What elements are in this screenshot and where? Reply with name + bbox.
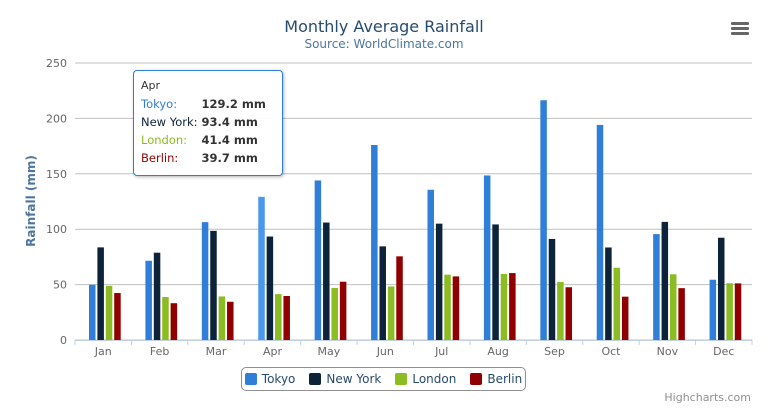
x-tick-label: May bbox=[318, 345, 341, 358]
bar-tokyo bbox=[258, 196, 265, 340]
chart-subtitle: Source: WorldClimate.com bbox=[304, 37, 463, 51]
bar-berlin bbox=[339, 281, 347, 340]
tooltip: Apr Tokyo: 129.2 mm New York: 93.4 mm Lo… bbox=[133, 70, 283, 176]
y-tick-label: 150 bbox=[46, 168, 67, 181]
legend-item-berlin[interactable]: Berlin bbox=[470, 372, 522, 386]
bar-new-york bbox=[717, 237, 725, 340]
x-tick-label: Nov bbox=[657, 345, 679, 358]
bar-new-york bbox=[492, 224, 499, 340]
bar-new-york bbox=[661, 221, 669, 340]
legend-label: Tokyo bbox=[261, 372, 296, 386]
bar-new-york bbox=[153, 252, 161, 340]
bar-london bbox=[218, 296, 226, 340]
bar-new-york bbox=[548, 238, 556, 340]
bar-london bbox=[500, 273, 508, 340]
tooltip-label: Berlin: bbox=[141, 151, 179, 165]
bar-new-york bbox=[605, 247, 612, 340]
y-tick-label: 250 bbox=[46, 57, 67, 70]
bar-berlin bbox=[170, 303, 178, 340]
bar-tokyo bbox=[540, 100, 547, 341]
tooltip-row-berlin: Berlin: 39.7 mm bbox=[141, 149, 266, 167]
bar-new-york bbox=[266, 236, 274, 340]
bar-berlin bbox=[452, 276, 460, 340]
x-tick-label: Jan bbox=[94, 345, 112, 358]
hamburger-menu-icon[interactable] bbox=[731, 22, 749, 38]
bar-tokyo bbox=[201, 222, 209, 340]
bar-tokyo bbox=[483, 175, 491, 340]
x-tick-label: Dec bbox=[713, 345, 734, 358]
bar-tokyo bbox=[596, 124, 604, 341]
legend-swatch bbox=[395, 373, 408, 385]
y-axis-label: Rainfall (mm) bbox=[24, 155, 38, 247]
bar-new-york bbox=[379, 246, 386, 340]
legend-item-tokyo[interactable]: Tokyo bbox=[244, 372, 296, 386]
y-tick-label: 100 bbox=[46, 223, 67, 236]
tooltip-value: 41.4 mm bbox=[201, 133, 258, 147]
bar-berlin bbox=[396, 256, 403, 340]
y-tick-label: 50 bbox=[53, 279, 67, 292]
bar-new-york bbox=[435, 223, 443, 340]
legend-item-new-york[interactable]: New York bbox=[309, 372, 381, 386]
x-tick-label: Feb bbox=[150, 345, 169, 358]
legend-label: London bbox=[412, 372, 457, 386]
tooltip-row-london: London: 41.4 mm bbox=[141, 131, 266, 149]
legend-label: New York bbox=[326, 372, 382, 386]
legend-item-london[interactable]: London bbox=[395, 372, 456, 386]
bar-london bbox=[557, 281, 564, 340]
bar-berlin bbox=[621, 296, 629, 340]
legend-label: Berlin bbox=[487, 372, 523, 386]
bar-berlin bbox=[565, 287, 573, 340]
bar-london bbox=[105, 285, 113, 340]
y-tick-label: 0 bbox=[60, 334, 67, 347]
bar-new-york bbox=[323, 222, 330, 340]
bar-tokyo bbox=[145, 260, 152, 340]
bar-london bbox=[669, 274, 677, 340]
bar-tokyo bbox=[371, 144, 378, 340]
bar-tokyo bbox=[709, 279, 717, 340]
x-tick-label: Jul bbox=[434, 345, 448, 358]
bar-london bbox=[444, 274, 451, 340]
bar-london bbox=[387, 286, 395, 340]
tooltip-row-tokyo: Tokyo: 129.2 mm bbox=[141, 95, 266, 113]
tooltip-label: New York: bbox=[141, 115, 198, 129]
bar-tokyo bbox=[427, 189, 434, 340]
chart-title: Monthly Average Rainfall bbox=[284, 17, 483, 36]
bar-new-york bbox=[97, 247, 104, 340]
bar-berlin bbox=[509, 273, 516, 340]
legend-swatch bbox=[309, 373, 322, 385]
legend: Tokyo New York London Berlin bbox=[241, 367, 526, 391]
legend-swatch bbox=[244, 373, 257, 385]
bar-london bbox=[726, 283, 733, 340]
tooltip-label: Tokyo: bbox=[141, 97, 178, 111]
x-tick-label: Jun bbox=[376, 345, 394, 358]
bar-new-york bbox=[210, 230, 217, 340]
bar-london bbox=[613, 267, 621, 340]
tooltip-value: 129.2 mm bbox=[201, 97, 266, 111]
credits-link[interactable]: Highcharts.com bbox=[664, 391, 751, 404]
bar-berlin bbox=[114, 293, 121, 340]
bar-london bbox=[275, 294, 282, 340]
bar-berlin bbox=[678, 288, 685, 340]
y-tick-label: 200 bbox=[46, 112, 67, 125]
bar-tokyo bbox=[89, 284, 96, 340]
tooltip-value: 39.7 mm bbox=[201, 151, 258, 165]
legend-swatch bbox=[470, 373, 483, 385]
bar-berlin bbox=[283, 296, 290, 340]
tooltip-header: Apr bbox=[141, 79, 161, 92]
x-tick-label: Apr bbox=[263, 345, 283, 358]
x-tick-label: Oct bbox=[601, 345, 621, 358]
bar-tokyo bbox=[653, 234, 660, 340]
bar-berlin bbox=[734, 283, 742, 340]
x-tick-label: Sep bbox=[544, 345, 565, 358]
x-tick-label: Mar bbox=[206, 345, 227, 358]
bar-tokyo bbox=[314, 180, 322, 340]
tooltip-value: 93.4 mm bbox=[201, 115, 258, 129]
x-tick-label: Aug bbox=[487, 345, 508, 358]
tooltip-label: London: bbox=[141, 133, 188, 147]
bar-berlin bbox=[227, 301, 234, 340]
tooltip-row-new-york: New York: 93.4 mm bbox=[141, 113, 266, 131]
bar-london bbox=[331, 287, 338, 340]
bar-london bbox=[162, 297, 169, 340]
